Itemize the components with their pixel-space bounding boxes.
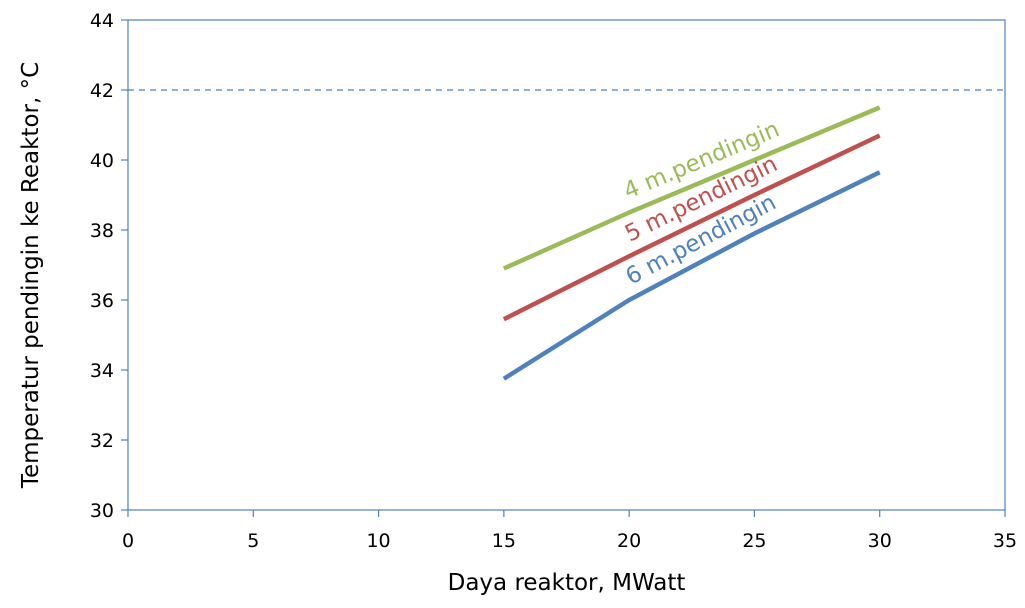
x-tick-label: 30 <box>868 530 892 552</box>
series-line-1 <box>502 105 881 271</box>
y-axis-title: Temperatur pendingin ke Reaktor, °C <box>18 62 44 489</box>
x-tick-label: 10 <box>366 530 390 552</box>
series-line-2 <box>502 133 881 322</box>
y-tick-label: 38 <box>90 220 114 242</box>
y-tick-label: 34 <box>90 360 114 382</box>
y-tick-label: 30 <box>90 500 114 522</box>
y-tick-label: 42 <box>90 80 114 102</box>
y-tick-label: 36 <box>90 290 114 312</box>
series-line-3 <box>502 170 881 381</box>
plot-area <box>127 19 1006 511</box>
x-tick-label: 20 <box>617 530 641 552</box>
y-tick-label: 40 <box>90 150 114 172</box>
x-tick-label: 0 <box>122 530 134 552</box>
x-tick-label: 5 <box>247 530 259 552</box>
x-tick-label: 35 <box>993 530 1017 552</box>
y-tick-label: 44 <box>90 10 114 32</box>
x-tick-label: 25 <box>742 530 766 552</box>
x-axis-title: Daya reaktor, MWatt <box>448 570 686 596</box>
y-tick-label: 32 <box>90 430 114 452</box>
x-tick-label: 15 <box>492 530 516 552</box>
